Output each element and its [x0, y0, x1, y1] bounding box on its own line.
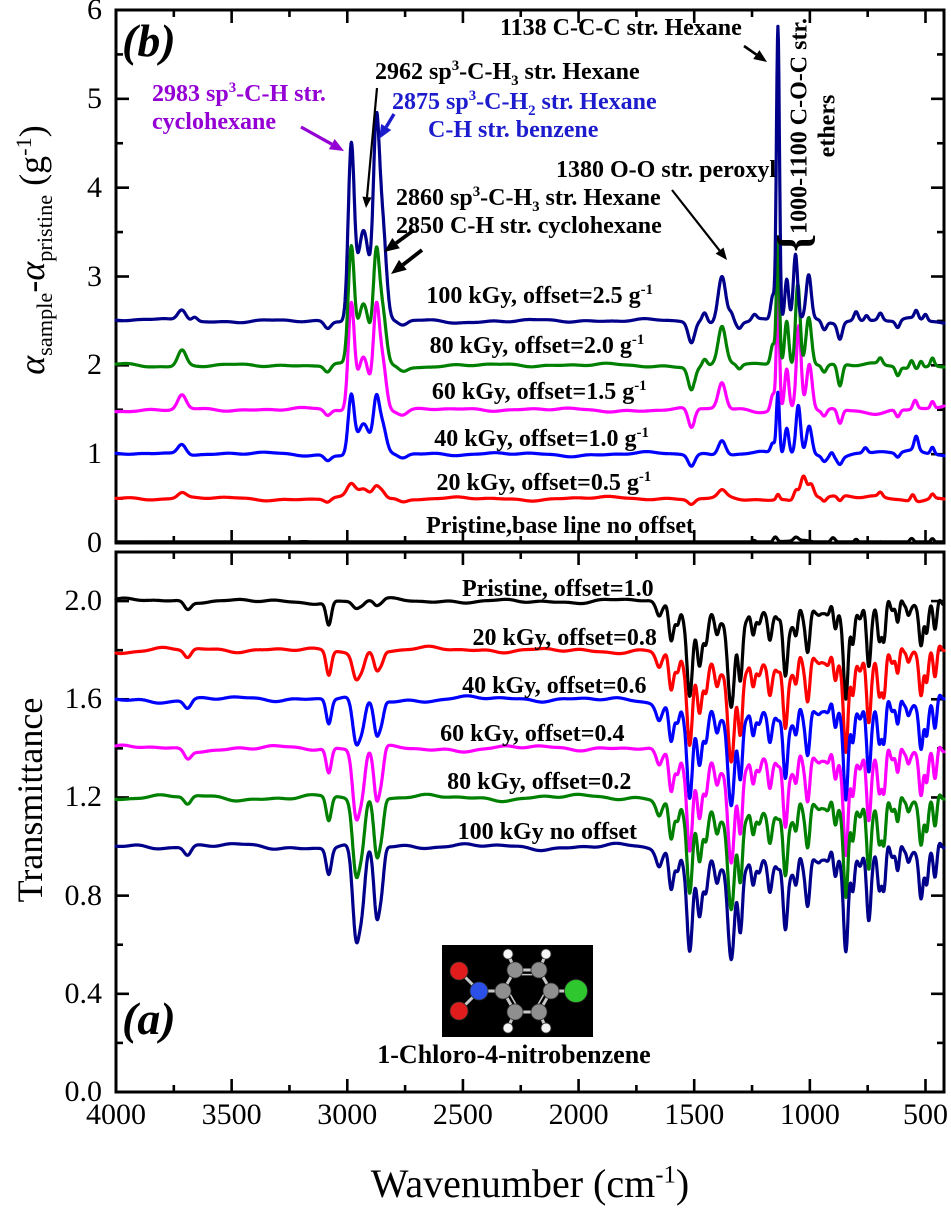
annotation-arrowhead: [328, 139, 344, 151]
x-tick-label: 1500: [664, 1098, 725, 1131]
molecule-atom-c: [506, 1003, 524, 1021]
spectrum-curve-b-pristine: [114, 535, 946, 544]
x-tick-label: 2500: [432, 1098, 493, 1131]
ethers-brace: }: [773, 233, 825, 253]
annotation-1380-peroxyl: 1380 O-O str. peroxyl: [556, 157, 776, 183]
x-tick-label: 2000: [548, 1098, 609, 1131]
spectrum-curve-b-100-kgy: [114, 24, 946, 345]
series-label-a-20-kgy: 20 kGy, offset=0.8: [472, 624, 657, 651]
y-tick-label: 0.8: [64, 878, 103, 912]
molecule-label: 1-Chloro-4-nitrobenzene: [377, 1040, 651, 1069]
molecule-atom-c: [542, 982, 560, 1000]
annotation-arrow: [300, 125, 333, 146]
panel-letter-b: (b): [122, 15, 176, 66]
molecule-atom-n: [469, 981, 489, 1001]
curves: [114, 24, 946, 962]
spectrum-curve-a-80-kgy: [114, 792, 946, 912]
annotation-ethers: 1000-1100 C-O-C str. ethers: [786, 18, 841, 234]
y-tick-label: 0: [87, 526, 102, 559]
y-tick-label: 6: [87, 0, 102, 26]
panel-letter-a: (a): [122, 993, 176, 1044]
y-tick-label: 0.0: [64, 1075, 103, 1108]
series-label-b-60-kgy: 60 kGy, offset=1.5 g-1: [431, 377, 647, 405]
annotation-2962-hexane: 2962 sp3-C-H3 str. Hexane: [375, 58, 640, 89]
series-label-b-pristine: Pristine,base line no offset: [426, 512, 695, 539]
series-label-a-40-kgy: 40 kGy, offset=0.6: [462, 672, 647, 699]
annotation-arrowhead: [384, 238, 400, 252]
annotation-arrow: [394, 228, 416, 245]
annotation-arrow: [401, 248, 424, 267]
y-tick-label: 1.2: [64, 780, 103, 814]
annotation-2860-2850: 2860 sp3-C-H3 str. Hexane 2850 C-H str. c…: [396, 184, 662, 240]
series-label-b-80-kgy: 80 kGy, offset=2.0 g-1: [429, 331, 645, 359]
molecule-atom-o: [449, 1001, 469, 1021]
molecule-atom-c: [530, 1003, 548, 1021]
y-tick-label: 3: [87, 259, 102, 293]
molecule-atom-h: [540, 948, 552, 960]
x-tick-label: 500: [902, 1098, 948, 1131]
series-label-b-20-kgy: 20 kGy, offset=0.5 g-1: [436, 469, 652, 497]
y-tick-label: 5: [87, 81, 102, 115]
x-tick-label: 4000: [86, 1098, 146, 1131]
y-tick-label: 4: [87, 170, 102, 204]
x-tick-label: 3500: [201, 1098, 262, 1131]
series-label-a-pristine: Pristine, offset=1.0: [461, 575, 654, 602]
molecule-atom-h: [502, 1022, 514, 1034]
spectrum-curve-b-40-kgy: [114, 390, 946, 468]
annotation-arrowhead: [362, 196, 372, 208]
series-label-b-40-kgy: 40 kGy, offset=1.0 g-1: [434, 424, 649, 452]
series-label-a-60-kgy: 60 kGy, offset=0.4: [440, 720, 625, 747]
y-axis-title-b: αsample-αpristine (g-1): [11, 125, 58, 375]
annotation-arrow: [365, 87, 379, 198]
y-tick-label: 2.0: [64, 584, 103, 618]
series-label-b-100-kgy: 100 kGy, offset=2.5 g-1: [426, 281, 654, 309]
spectrum-curve-a-60-kgy: [114, 743, 946, 865]
annotation-1138-hexane: 1138 C-C-C str. Hexane: [500, 15, 742, 41]
y-tick-label: 2: [87, 348, 102, 382]
annotation-arrowhead: [391, 259, 407, 274]
spectrum-curve-a-pristine: [114, 596, 946, 709]
series-label-a-100-kgy: 100 kGy no offset: [457, 818, 638, 845]
annotation-arrows: [300, 44, 767, 274]
annotation-arrow: [743, 44, 758, 56]
spectrum-curve-a-40-kgy: [114, 693, 946, 808]
x-tick-label: 3000: [317, 1098, 378, 1131]
annotation-arrowhead: [753, 50, 767, 62]
annotation-arrow: [671, 189, 721, 252]
spectrum-curve-a-100-kgy: [114, 841, 946, 962]
molecule-atom-h: [502, 948, 514, 960]
molecule-atom-c: [506, 961, 524, 979]
y-tick-label: 0.4: [64, 976, 103, 1010]
y-tick-label: 1: [87, 437, 102, 471]
spectrum-curve-b-60-kgy: [114, 291, 946, 429]
spectrum-curve-b-20-kgy: [114, 474, 946, 506]
molecule-atom-c: [494, 982, 512, 1000]
annotation-2875-hexane-benzene: 2875 sp3-C-H2 str. Hexane C-H str. benze…: [392, 88, 657, 144]
x-axis-title: Wavenumber (cm-1): [370, 1161, 690, 1206]
molecule-atom-c: [530, 961, 548, 979]
annotation-arrowhead: [379, 123, 392, 139]
x-tick-label: 1000: [779, 1098, 840, 1131]
spectrum-curve-a-20-kgy: [114, 644, 946, 764]
annotation-arrowhead: [715, 247, 727, 260]
spectrum-curve-b-80-kgy: [114, 235, 946, 392]
annotation-2983-cyclohexane: 2983 sp3-C-H str. cyclohexane: [152, 80, 326, 136]
molecule-atom-o: [449, 961, 469, 981]
molecule-atom-cl: [564, 979, 588, 1003]
y-tick-label: 1.6: [64, 682, 103, 716]
annotation-arrow: [384, 113, 396, 128]
molecule-atom-h: [540, 1022, 552, 1034]
molecule-image: [442, 945, 593, 1037]
series-label-a-80-kgy: 80 kGy, offset=0.2: [447, 768, 632, 795]
